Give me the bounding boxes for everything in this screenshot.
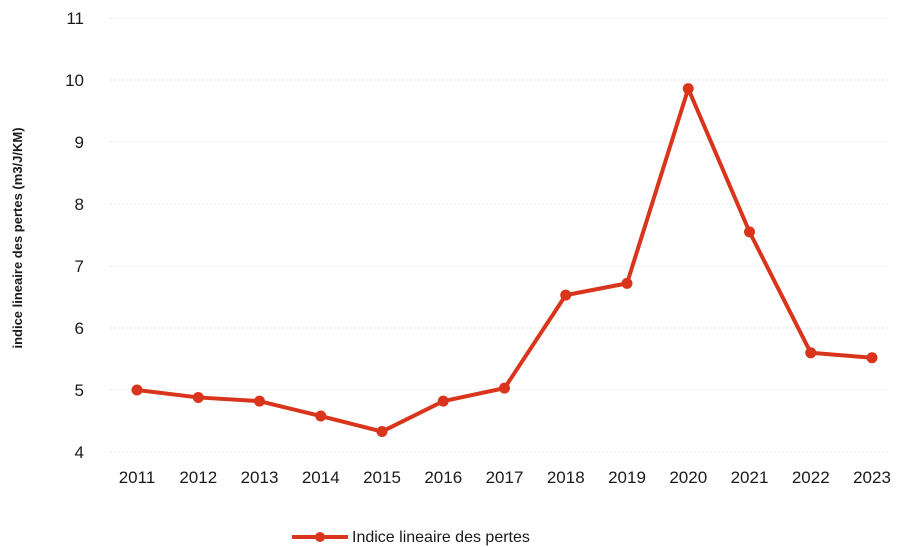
data-point-2018 — [560, 289, 572, 301]
y-axis-title: indice lineaire des pertes (m3/J/KM) — [10, 127, 25, 348]
x-tick-label: 2011 — [119, 468, 156, 487]
data-point-2022 — [805, 347, 817, 359]
data-point-2012 — [192, 391, 204, 403]
legend: Indice lineaire des pertes — [292, 529, 530, 546]
y-tick-label: 8 — [75, 195, 84, 214]
y-tick-label: 6 — [75, 319, 84, 338]
x-tick-label: 2020 — [669, 468, 707, 487]
x-tick-label: 2018 — [547, 468, 585, 487]
data-point-2023 — [866, 352, 878, 364]
y-tick-label: 9 — [75, 133, 84, 152]
data-point-2021 — [744, 226, 755, 238]
data-point-2013 — [254, 395, 265, 407]
x-tick-label: 2021 — [731, 468, 769, 487]
x-tick-label: 2012 — [179, 468, 217, 487]
data-point-2016 — [437, 395, 449, 407]
x-tick-label: 2013 — [241, 468, 279, 487]
gridlines — [110, 17, 888, 453]
y-tick-label: 5 — [75, 381, 84, 400]
x-tick-label: 2022 — [792, 468, 830, 487]
x-tick-label: 2019 — [608, 468, 646, 487]
x-tick-label: 2017 — [486, 468, 524, 487]
y-axis-ticks: 4 5 6 7 8 9 10 11 — [65, 9, 84, 462]
data-point-2014 — [315, 410, 327, 422]
y-tick-label: 11 — [66, 9, 84, 28]
legend-dot-marker — [315, 532, 325, 542]
series-layer — [131, 83, 878, 438]
y-tick-label: 4 — [75, 443, 84, 462]
x-tick-label: 2015 — [363, 468, 401, 487]
data-point-2019 — [621, 277, 633, 289]
series-line — [136, 86, 873, 434]
data-point-2020 — [682, 83, 694, 95]
data-point-2011 — [131, 384, 143, 396]
x-tick-label: 2014 — [302, 468, 340, 487]
data-point-2015 — [376, 426, 388, 438]
x-tick-label: 2023 — [853, 468, 891, 487]
x-axis-ticks: 2011 2012 2013 2014 2015 2016 2017 2018 2019 2020… — [119, 468, 891, 487]
data-point-2017 — [499, 382, 510, 394]
y-tick-label: 7 — [75, 257, 84, 276]
x-tick-label: 2016 — [424, 468, 462, 487]
legend-label: Indice lineaire des pertes — [352, 529, 530, 546]
y-tick-label: 10 — [65, 71, 84, 90]
